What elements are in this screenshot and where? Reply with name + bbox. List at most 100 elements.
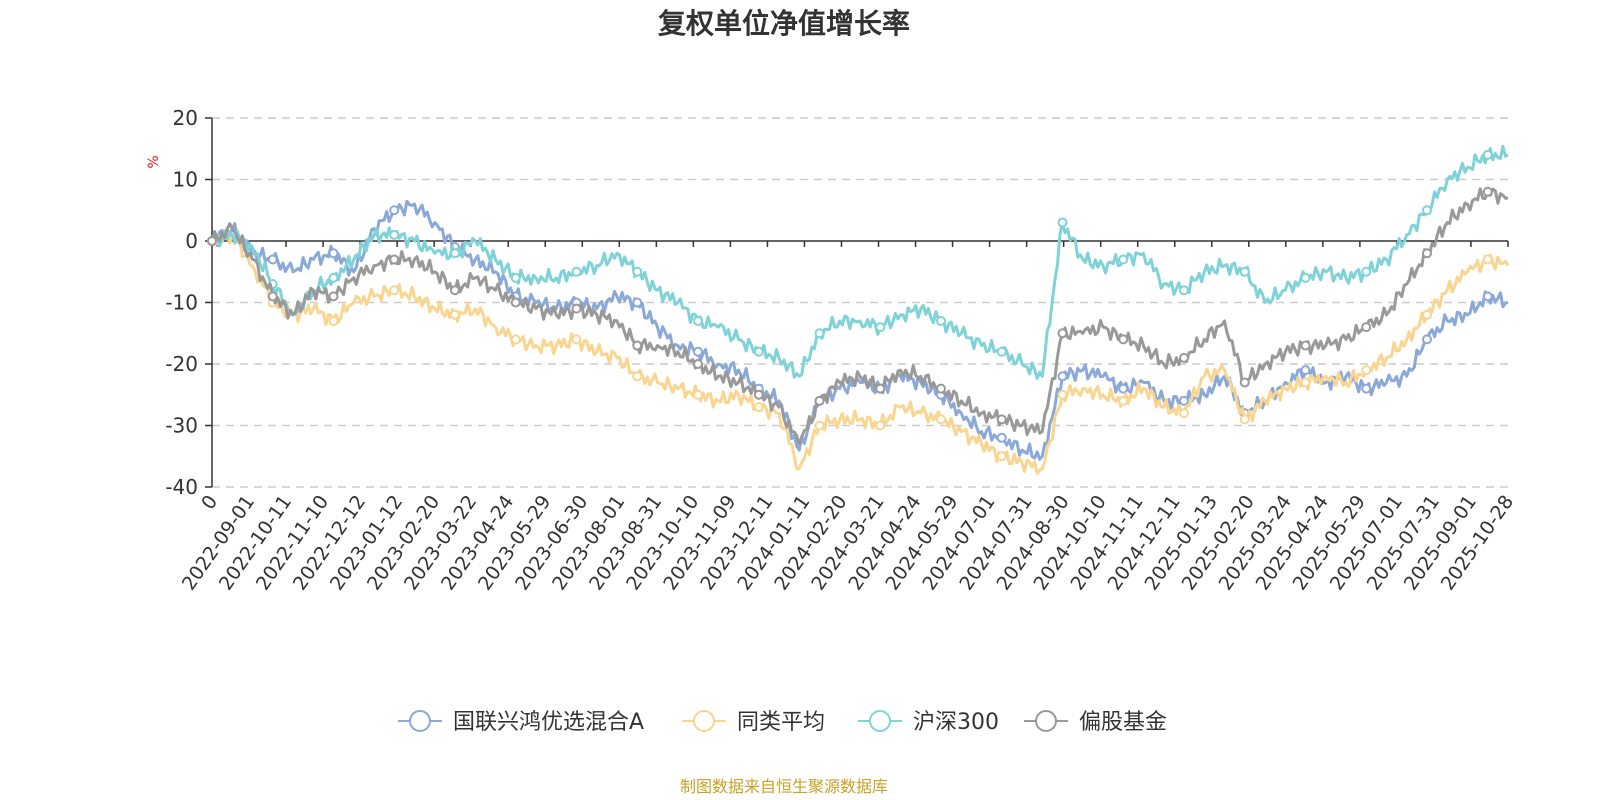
series-point <box>936 383 946 394</box>
series-point <box>1057 217 1068 228</box>
series-point <box>1300 340 1311 351</box>
series-point <box>814 420 825 431</box>
y-tick-label: -40 <box>165 475 198 499</box>
series-point <box>1482 254 1493 265</box>
y-tick-label: 10 <box>173 168 198 192</box>
series-point <box>996 414 1007 425</box>
legend-marker-icon <box>409 710 431 732</box>
y-tick-label: 0 <box>185 229 198 253</box>
series-point <box>389 285 400 296</box>
series-point <box>1361 322 1372 333</box>
series-point <box>1361 266 1372 277</box>
series-point <box>996 432 1007 443</box>
y-tick-label: 20 <box>173 106 198 130</box>
series-point <box>267 291 278 302</box>
series-group <box>207 186 1509 446</box>
series-point <box>693 315 703 326</box>
series-point <box>1361 365 1372 376</box>
series-point <box>1300 272 1311 283</box>
series-point <box>632 297 643 308</box>
series-point <box>1422 309 1432 320</box>
series-point <box>814 328 825 339</box>
x-tick-label: 0 <box>197 491 222 514</box>
series-point <box>1057 371 1068 382</box>
series-point <box>1118 395 1129 406</box>
series-point <box>389 254 400 265</box>
series-point <box>328 315 339 326</box>
series-point <box>1239 266 1250 277</box>
legend-marker-icon <box>693 710 715 732</box>
series-point <box>1057 389 1068 400</box>
series-point <box>389 229 400 240</box>
series-point <box>571 303 582 314</box>
y-tick-label: -30 <box>165 414 198 438</box>
series-point <box>1118 254 1129 265</box>
series-group <box>207 229 1510 475</box>
series-point <box>632 340 643 351</box>
series-point <box>875 383 886 394</box>
series-lines <box>207 144 1510 475</box>
series-point <box>1422 248 1432 259</box>
series-point <box>693 359 703 369</box>
series-point <box>267 254 278 265</box>
series-point <box>753 389 764 400</box>
series-point <box>328 248 339 259</box>
series-point <box>510 334 521 345</box>
series-point <box>693 389 703 400</box>
series-point <box>450 309 460 320</box>
legend-label: 偏股基金 <box>1079 710 1167 735</box>
series-point <box>1239 414 1250 425</box>
y-axis-unit-label: % <box>146 155 162 168</box>
series-point <box>328 291 339 302</box>
series-point <box>1422 205 1432 216</box>
series-line <box>210 199 1509 461</box>
grid-lines <box>212 117 1508 488</box>
series-point <box>450 248 460 259</box>
y-tick-label: -10 <box>165 291 198 315</box>
series-point <box>1239 377 1250 388</box>
series-point <box>1179 352 1189 363</box>
series-point <box>1118 383 1129 394</box>
series-point <box>510 297 521 308</box>
legend-item[interactable]: 同类平均 <box>682 710 825 735</box>
series-point <box>1482 186 1493 197</box>
series-point <box>936 315 946 326</box>
series-point <box>1118 334 1129 345</box>
legend-marker-icon <box>869 710 891 732</box>
series-point <box>571 266 582 277</box>
legend[interactable]: 国联兴鸿优选混合A 同类平均 沪深300 偏股基金 <box>398 710 1167 735</box>
series-line <box>212 144 1509 380</box>
series-point <box>996 346 1007 357</box>
legend-item[interactable]: 沪深300 <box>858 710 999 735</box>
series-point <box>936 414 946 425</box>
series-point <box>632 266 643 277</box>
series-point <box>1300 365 1311 376</box>
series-point <box>1300 377 1311 388</box>
series-point <box>996 451 1007 462</box>
series-point <box>753 402 764 413</box>
series-point <box>875 322 886 333</box>
series-point <box>510 272 521 283</box>
series-point <box>1179 285 1189 296</box>
legend-label: 沪深300 <box>913 710 999 735</box>
series-point <box>1482 291 1493 302</box>
series-point <box>1179 395 1189 406</box>
series-point <box>207 236 217 246</box>
series-point <box>1057 328 1068 339</box>
series-point <box>1361 383 1372 394</box>
series-line <box>210 229 1510 475</box>
series-point <box>1482 149 1493 160</box>
series-point <box>328 272 339 283</box>
series-point <box>389 205 400 216</box>
legend-item[interactable]: 国联兴鸿优选混合A <box>398 710 644 735</box>
series-point <box>753 346 764 357</box>
legend-label: 国联兴鸿优选混合A <box>453 710 644 735</box>
series-point <box>1179 408 1189 419</box>
series-line <box>210 187 1509 446</box>
legend-item[interactable]: 偏股基金 <box>1024 710 1167 735</box>
series-point <box>632 371 643 382</box>
series-point <box>875 420 886 431</box>
series-point <box>571 334 582 345</box>
chart-title: 复权单位净值增长率 <box>658 7 910 40</box>
